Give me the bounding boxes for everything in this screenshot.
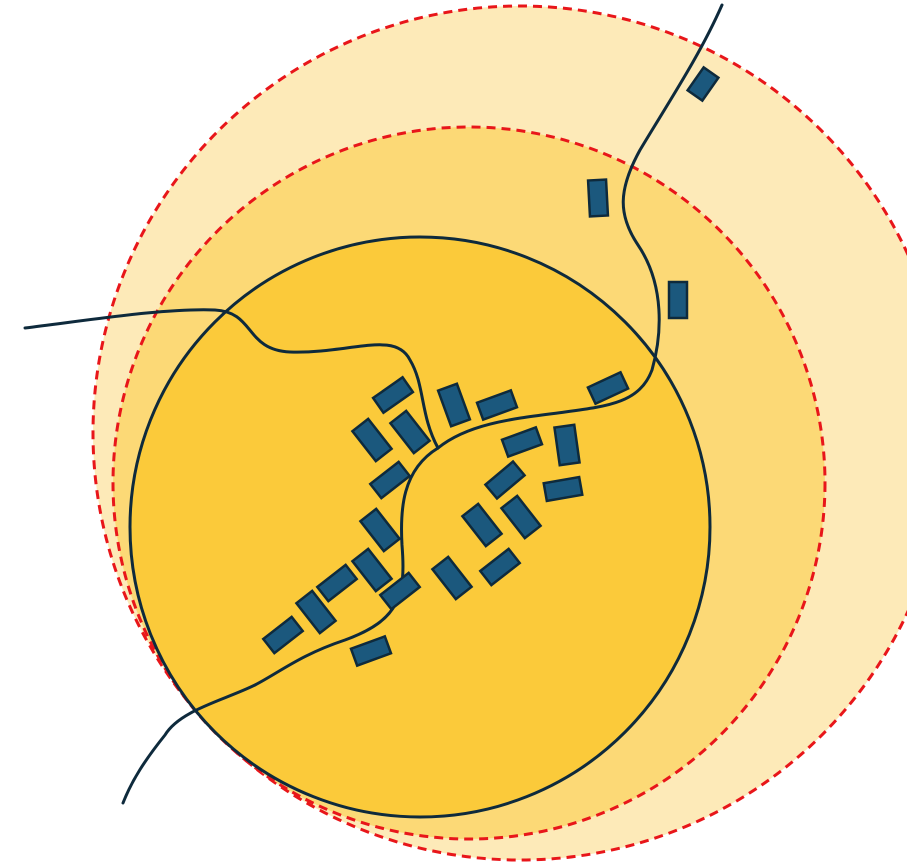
southwest-road <box>121 446 440 805</box>
building <box>358 507 402 553</box>
building <box>261 615 305 655</box>
building <box>460 502 504 548</box>
building <box>553 423 581 467</box>
core-settlement-zone <box>128 235 712 819</box>
west-road <box>23 308 440 450</box>
building <box>294 589 338 635</box>
building <box>378 571 422 611</box>
building <box>350 547 394 593</box>
building <box>483 459 527 501</box>
building <box>685 65 721 103</box>
building <box>478 547 522 587</box>
building <box>371 375 415 415</box>
building <box>499 494 543 540</box>
building <box>667 280 689 320</box>
building <box>586 178 610 218</box>
building <box>436 382 472 428</box>
building <box>388 409 432 455</box>
building <box>349 634 393 668</box>
building <box>368 460 412 500</box>
building <box>350 417 394 463</box>
building <box>542 475 584 503</box>
northeast-road <box>436 3 724 450</box>
building <box>430 555 474 601</box>
building <box>475 388 519 422</box>
building <box>315 563 359 603</box>
building <box>586 370 630 406</box>
building <box>500 425 544 459</box>
